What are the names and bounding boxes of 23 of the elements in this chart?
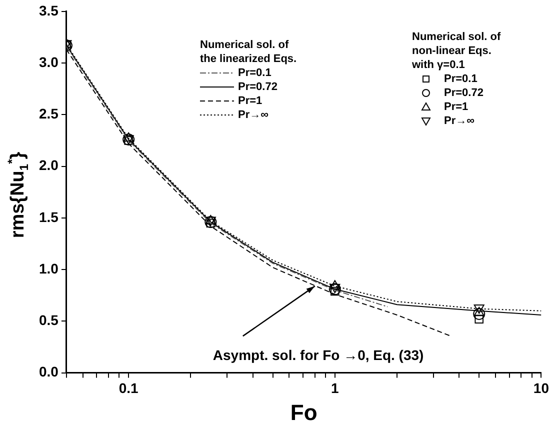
annotation: Asympt. sol. for Fo →0, Eq. (33) bbox=[212, 346, 424, 363]
x-tick-label: 0.1 bbox=[118, 380, 139, 396]
annotation: Numerical sol. of non-linear Eqs. with γ=0.1 bbox=[412, 30, 502, 72]
y-tick-label: 2.5 bbox=[38, 106, 59, 122]
legend-label: Pr=0.1 bbox=[238, 66, 272, 80]
y-tick-label: 1.5 bbox=[38, 208, 59, 225]
x-tick-label: 1 bbox=[330, 380, 339, 396]
legend-label: Pr→∞ bbox=[238, 108, 268, 122]
legend-title: Numerical sol. of the linearized Eqs. bbox=[200, 38, 298, 66]
legend-label: Pr=0.72 bbox=[444, 86, 484, 100]
y-tick-label: 2.0 bbox=[38, 157, 59, 174]
y-tick-label: 3.5 bbox=[38, 2, 59, 18]
x-tick-label: 10 bbox=[533, 380, 550, 396]
legend-label: Pr=0.72 bbox=[238, 80, 278, 94]
legend-label: Pr→∞ bbox=[444, 114, 474, 128]
y-tick-label: 1.0 bbox=[38, 260, 59, 276]
y-tick-label: 0.0 bbox=[38, 364, 59, 380]
legend-label: Pr=0.1 bbox=[444, 72, 478, 86]
legend-label: Pr=1 bbox=[444, 100, 468, 114]
x-axis-title: Fo bbox=[290, 400, 318, 425]
y-tick-label: 3.0 bbox=[38, 54, 59, 70]
y-tick-label: 0.5 bbox=[38, 312, 59, 328]
legend-label: Pr=1 bbox=[238, 94, 262, 108]
